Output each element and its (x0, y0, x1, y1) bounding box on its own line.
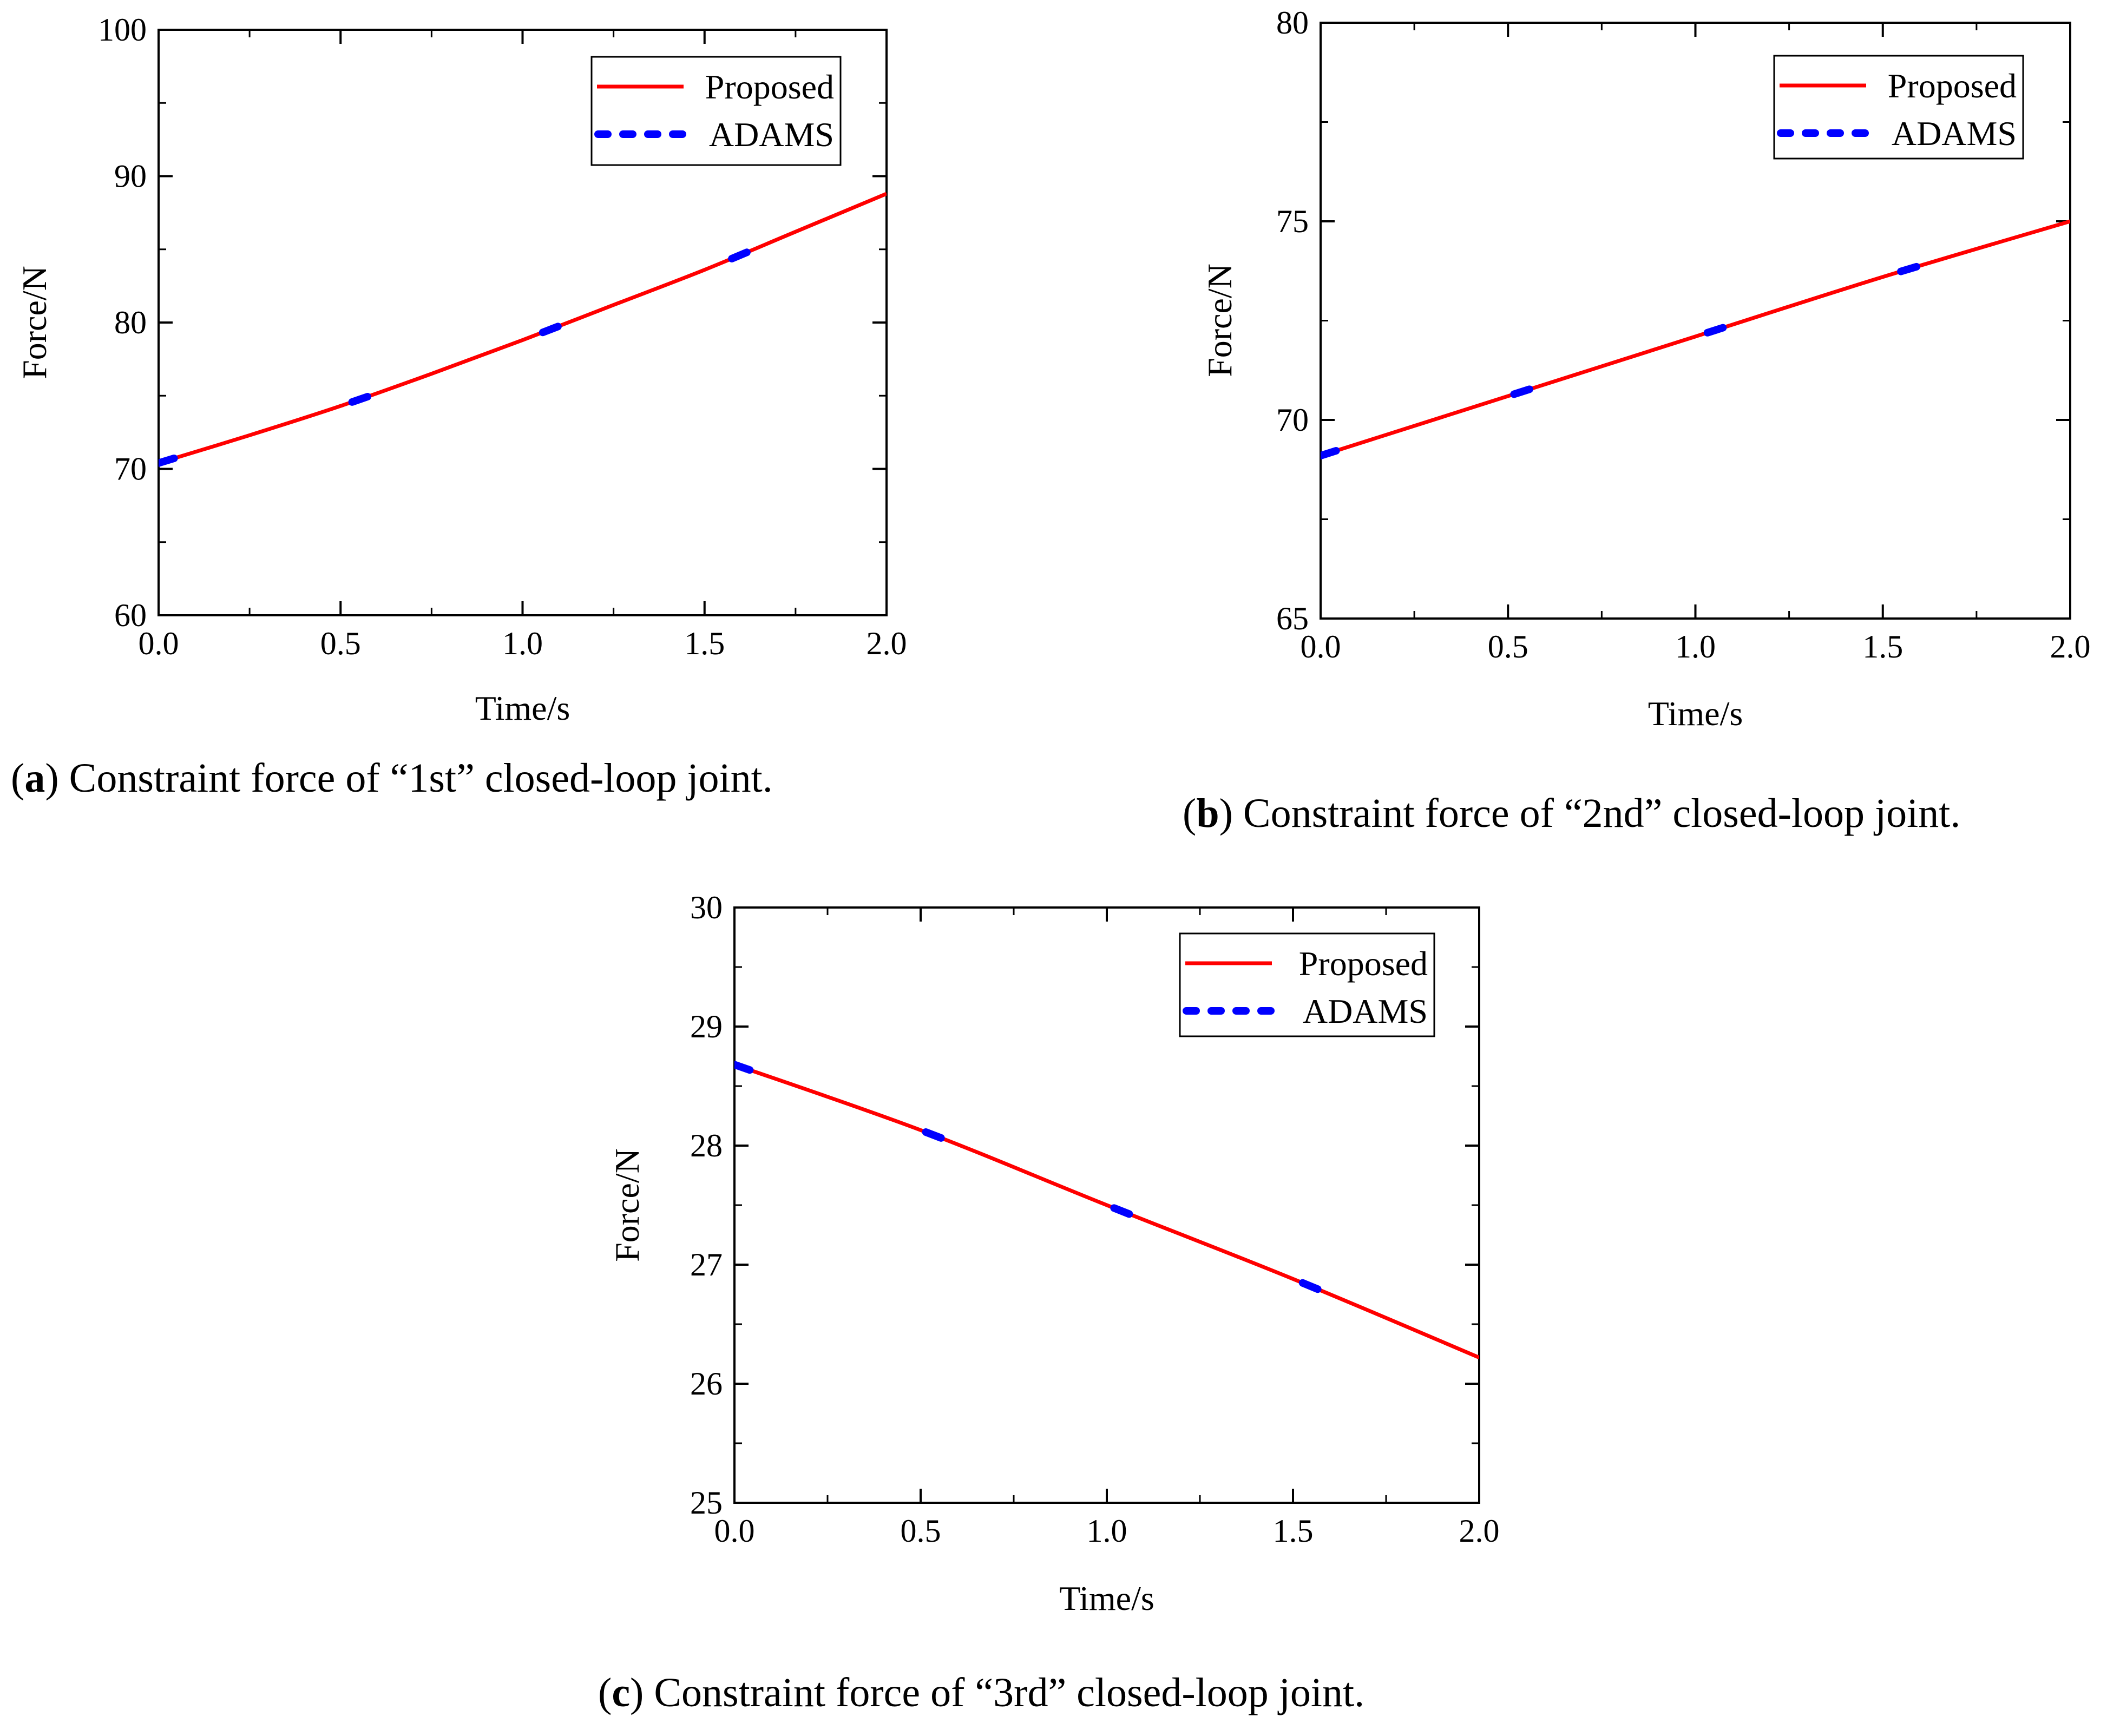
legend-box (1773, 55, 2024, 160)
legend-box (590, 56, 842, 166)
legend-label-adams: ADAMS (1892, 114, 2017, 153)
x-axis-title: Time/s (1059, 1579, 1154, 1617)
x-tick-label: 0.5 (901, 1513, 941, 1549)
caption-b: (b) Constraint force of “2nd” closed-loo… (1183, 791, 1961, 836)
caption-a: (a) Constraint force of “1st” closed-loo… (11, 755, 773, 801)
series-line-adams (734, 1061, 1479, 1362)
caption-c-text: Constraint force of “3rd” closed-loop jo… (654, 1670, 1365, 1715)
y-tick-label: 60 (114, 597, 147, 633)
caption-c: (c) Constraint force of “3rd” closed-loo… (598, 1670, 1365, 1715)
x-tick-label: 2.0 (2050, 629, 2091, 665)
x-tick-label: 0.0 (1301, 629, 1341, 665)
y-tick-label: 27 (690, 1247, 723, 1283)
x-axis-title: Time/s (475, 689, 570, 727)
caption-b-text: Constraint force of “2nd” closed-loop jo… (1243, 791, 1961, 836)
y-tick-label: 25 (690, 1485, 723, 1521)
y-tick-label: 30 (690, 890, 723, 925)
y-tick-label: 70 (1276, 402, 1309, 438)
y-axis-title: Force/N (15, 266, 54, 379)
x-tick-label: 0.5 (1488, 629, 1528, 665)
y-tick-label: 75 (1276, 203, 1309, 239)
caption-c-letter: c (612, 1670, 631, 1715)
caption-b-letter: b (1196, 791, 1219, 836)
x-tick-label: 1.5 (1273, 1513, 1314, 1549)
x-tick-label: 1.0 (502, 626, 543, 661)
caption-a-letter: a (24, 755, 45, 801)
chart-b: 0.0 0.5 1.0 1.5 2.0 65 70 75 80 Time/s Force/N Prop… (1200, 5, 2091, 733)
y-tick-label: 80 (1276, 5, 1309, 41)
y-tick-label: 90 (114, 159, 147, 194)
x-tick-label: 1.5 (684, 626, 725, 661)
y-tick-label: 80 (114, 305, 147, 340)
x-tick-label: 0.0 (714, 1513, 755, 1549)
y-tick-label: 26 (690, 1366, 723, 1402)
legend-box (1179, 932, 1435, 1037)
caption-a-text: Constraint force of “1st” closed-loop jo… (69, 755, 773, 801)
legend-label-adams: ADAMS (1303, 992, 1428, 1030)
y-tick-label: 29 (690, 1009, 723, 1044)
x-tick-label: 0.5 (320, 626, 361, 661)
chart-c: 0.0 0.5 1.0 1.5 2.0 25 26 27 28 29 30 Time/s Force/N… (608, 890, 1500, 1617)
y-tick-label: 70 (114, 451, 147, 487)
x-tick-label: 1.5 (1862, 629, 1903, 665)
x-axis-title: Time/s (1648, 694, 1743, 733)
y-tick-label: 28 (690, 1128, 723, 1163)
x-tick-label: 1.0 (1087, 1513, 1127, 1549)
legend-label-proposed: Proposed (705, 68, 834, 106)
y-axis-title: Force/N (1200, 264, 1239, 377)
y-tick-label: 100 (98, 12, 147, 48)
series-line-proposed (159, 192, 887, 465)
x-tick-label: 1.0 (1675, 629, 1716, 665)
legend-label-adams: ADAMS (709, 115, 834, 154)
x-tick-label: 2.0 (867, 626, 907, 661)
series-line-proposed (1321, 219, 2070, 458)
series-line-adams (159, 189, 887, 467)
y-axis-title: Force/N (608, 1148, 646, 1262)
legend-label-proposed: Proposed (1888, 67, 2017, 105)
y-tick-label: 65 (1276, 601, 1309, 636)
series-line-proposed (734, 1063, 1479, 1359)
x-tick-label: 2.0 (1459, 1513, 1500, 1549)
x-tick-label: 0.0 (139, 626, 179, 661)
chart-a: 0.0 0.5 1.0 1.5 2.0 60 70 80 90 100 Time/s Force/N P… (15, 12, 907, 727)
legend-label-proposed: Proposed (1299, 944, 1428, 983)
